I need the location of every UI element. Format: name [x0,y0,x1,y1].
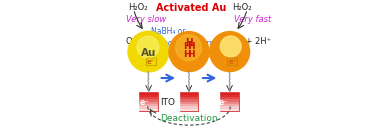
Circle shape [137,36,159,58]
Text: Au: Au [141,48,156,58]
Text: ITO: ITO [160,98,175,107]
Circle shape [127,31,169,72]
Text: H: H [183,42,191,51]
Bar [139,95,158,111]
Bar [139,92,158,111]
Circle shape [210,32,249,72]
Bar [220,99,239,111]
Bar [180,99,198,111]
Bar [139,109,158,111]
Bar [139,99,158,111]
Text: H: H [187,42,195,51]
Circle shape [220,36,241,57]
Bar [180,102,198,111]
Text: Very slow: Very slow [125,15,166,25]
Text: e⁻: e⁻ [147,59,156,65]
Text: O₂ + 2H⁺: O₂ + 2H⁺ [232,37,271,46]
Bar [220,95,239,111]
Bar [180,106,198,111]
Text: H: H [187,50,195,59]
Text: Very fast: Very fast [234,15,271,25]
Circle shape [169,32,209,72]
Text: O₂ + 2H⁺: O₂ + 2H⁺ [126,37,164,46]
Text: e⁻: e⁻ [228,59,237,65]
Circle shape [128,31,169,72]
Bar [139,104,158,111]
Text: Activated Au: Activated Au [156,3,227,13]
Circle shape [128,31,169,72]
Bar [139,106,158,111]
Bar [139,102,158,111]
Circle shape [128,31,169,72]
Bar [220,104,239,111]
Bar [180,109,198,111]
Bar [180,92,198,111]
Bar [180,104,198,111]
Bar [180,97,198,111]
Bar [180,95,198,111]
Bar [139,92,158,111]
Circle shape [175,35,201,61]
Circle shape [129,32,168,72]
Bar [220,97,239,111]
Text: H: H [183,50,191,59]
Text: H₂O₂: H₂O₂ [128,3,147,12]
Text: e⁻: e⁻ [139,98,149,107]
Text: H: H [185,38,193,47]
Bar [139,97,158,111]
Bar [220,102,239,111]
Bar [220,106,239,111]
Text: NaBH₄ or
cathodic
treatment: NaBH₄ or cathodic treatment [149,27,187,59]
Bar [220,92,239,111]
Text: Deactivation: Deactivation [160,114,218,123]
Text: H₂O₂: H₂O₂ [232,3,252,12]
Bar [220,109,239,111]
Text: e⁻: e⁻ [219,98,228,107]
Bar [180,92,198,111]
Bar [220,92,239,111]
Text: Hydrogen
oxidation: Hydrogen oxidation [191,39,228,59]
